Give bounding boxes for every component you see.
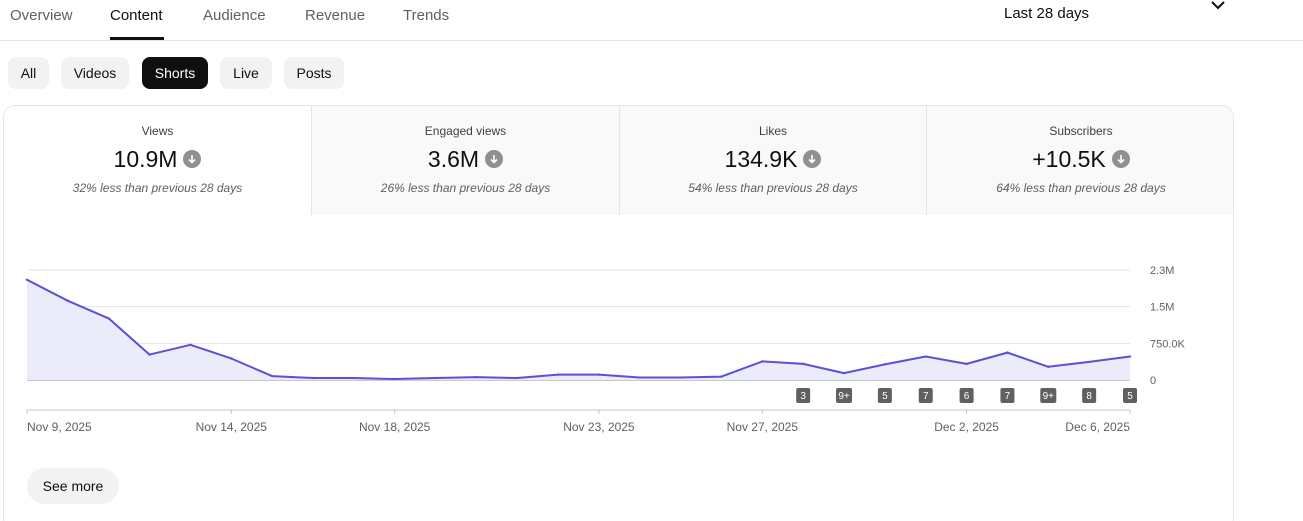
metric-value: 134.9K: [724, 145, 798, 172]
chip-videos[interactable]: Videos: [61, 57, 129, 89]
analytics-card: Views 10.9M 32% less than previous 28 da…: [3, 105, 1234, 521]
metric-comparison: 32% less than previous 28 days: [72, 181, 243, 195]
data-point: [638, 376, 641, 379]
data-point: [189, 343, 192, 346]
data-point: [883, 363, 887, 366]
upload-marker: [1123, 388, 1137, 403]
data-point: [1047, 365, 1050, 368]
y-tick-label: 750.0K: [1150, 338, 1186, 350]
arrow-down-icon: [183, 150, 202, 168]
data-point: [475, 375, 478, 379]
y-tick-label: 1.5M: [1150, 302, 1174, 314]
data-point: [720, 375, 723, 378]
arrow-down-icon: [485, 150, 504, 168]
data-point: [148, 353, 151, 356]
data-point: [393, 377, 396, 381]
metric-label: Views: [141, 124, 174, 138]
upload-marker-label: 7: [1005, 391, 1011, 402]
x-tick-label: Nov 23, 2025: [563, 420, 635, 434]
metric-comparison: 26% less than previous 28 days: [380, 181, 551, 195]
data-point: [352, 376, 356, 380]
see-more-button[interactable]: See more: [27, 468, 119, 504]
metric-label: Subscribers: [1049, 124, 1113, 138]
upload-marker-label: 5: [882, 391, 888, 402]
upload-marker: [836, 388, 853, 403]
arrow-down-icon: [1111, 150, 1130, 168]
upload-marker: [796, 388, 811, 403]
upload-marker: [877, 388, 892, 403]
y-tick-label: 0: [1150, 375, 1156, 387]
upload-marker: [1040, 388, 1057, 403]
upload-marker-label: 5: [1127, 391, 1133, 402]
upload-marker-label: 8: [1086, 391, 1092, 402]
x-tick-label: Dec 2, 2025: [934, 420, 999, 434]
data-point: [1006, 351, 1009, 354]
tab-trends[interactable]: Trends: [403, 7, 450, 24]
tab-revenue[interactable]: Revenue: [305, 7, 366, 24]
upload-marker: [1082, 388, 1097, 403]
data-point: [270, 374, 274, 378]
data-point: [1128, 355, 1132, 358]
upload-marker-label: 9+: [1043, 391, 1055, 402]
metric-value: 10.9M: [113, 145, 178, 172]
upload-marker-label: 3: [800, 391, 806, 402]
arrow-down-icon: [803, 150, 822, 168]
upload-marker: [1000, 388, 1015, 403]
data-point: [679, 376, 682, 379]
upload-marker-label: 6: [964, 391, 970, 402]
upload-marker-label: 9+: [838, 391, 850, 402]
y-tick-label: 2.3M: [1150, 265, 1174, 277]
data-point: [230, 357, 233, 360]
tab-content[interactable]: Content: [110, 7, 163, 24]
chip-shorts[interactable]: Shorts: [142, 57, 208, 89]
metric-value: +10.5K: [1032, 145, 1106, 172]
x-tick-label: Nov 18, 2025: [359, 420, 431, 434]
data-point: [516, 376, 519, 380]
data-point: [556, 373, 560, 376]
x-tick-label: Nov 14, 2025: [196, 420, 268, 434]
metric-label: Likes: [758, 124, 787, 138]
metric-label: Engaged views: [424, 124, 507, 138]
data-point: [801, 362, 805, 366]
data-point: [311, 376, 315, 380]
date-range-selector[interactable]: Last 28 days: [1004, 5, 1090, 22]
data-point: [965, 362, 968, 366]
upload-marker: [959, 388, 974, 403]
data-point: [66, 299, 70, 302]
metric-views[interactable]: Views 10.9M 32% less than previous 28 da…: [4, 106, 311, 215]
top-nav: Overview Content Audience Revenue Trends…: [0, 0, 1303, 41]
active-tab-indicator: [110, 37, 164, 40]
data-point: [25, 278, 29, 281]
data-point: [434, 376, 437, 380]
data-point: [107, 317, 110, 320]
metric-value: 3.6M: [427, 145, 480, 172]
metric-comparison: 54% less than previous 28 days: [688, 181, 858, 195]
series-line: [26, 278, 1131, 381]
data-point: [924, 355, 927, 358]
metric-subscribers[interactable]: Subscribers +10.5K 64% less than previou…: [926, 106, 1233, 215]
metric-comparison: 64% less than previous 28 days: [996, 181, 1166, 195]
x-tick-label: Dec 6, 2025: [1065, 420, 1130, 434]
chevron-down-icon[interactable]: [1208, 0, 1228, 14]
data-point: [597, 373, 601, 376]
x-tick-label: Nov 9, 2025: [27, 420, 92, 434]
tab-audience[interactable]: Audience: [203, 7, 266, 24]
data-point: [761, 360, 764, 363]
chip-posts[interactable]: Posts: [284, 57, 344, 89]
data-point: [842, 371, 846, 375]
metric-engaged-views[interactable]: Engaged views 3.6M 26% less than previou…: [311, 106, 619, 215]
data-point: [1087, 360, 1091, 364]
x-tick-label: Nov 27, 2025: [727, 420, 799, 434]
upload-marker: [918, 388, 933, 403]
chip-all[interactable]: All: [8, 57, 49, 89]
metric-likes[interactable]: Likes 134.9K 54% less than previous 28 d…: [619, 106, 926, 215]
tab-overview[interactable]: Overview: [10, 7, 73, 24]
chip-live[interactable]: Live: [220, 57, 272, 89]
series-area: [27, 279, 1130, 380]
upload-marker-label: 7: [923, 391, 929, 402]
